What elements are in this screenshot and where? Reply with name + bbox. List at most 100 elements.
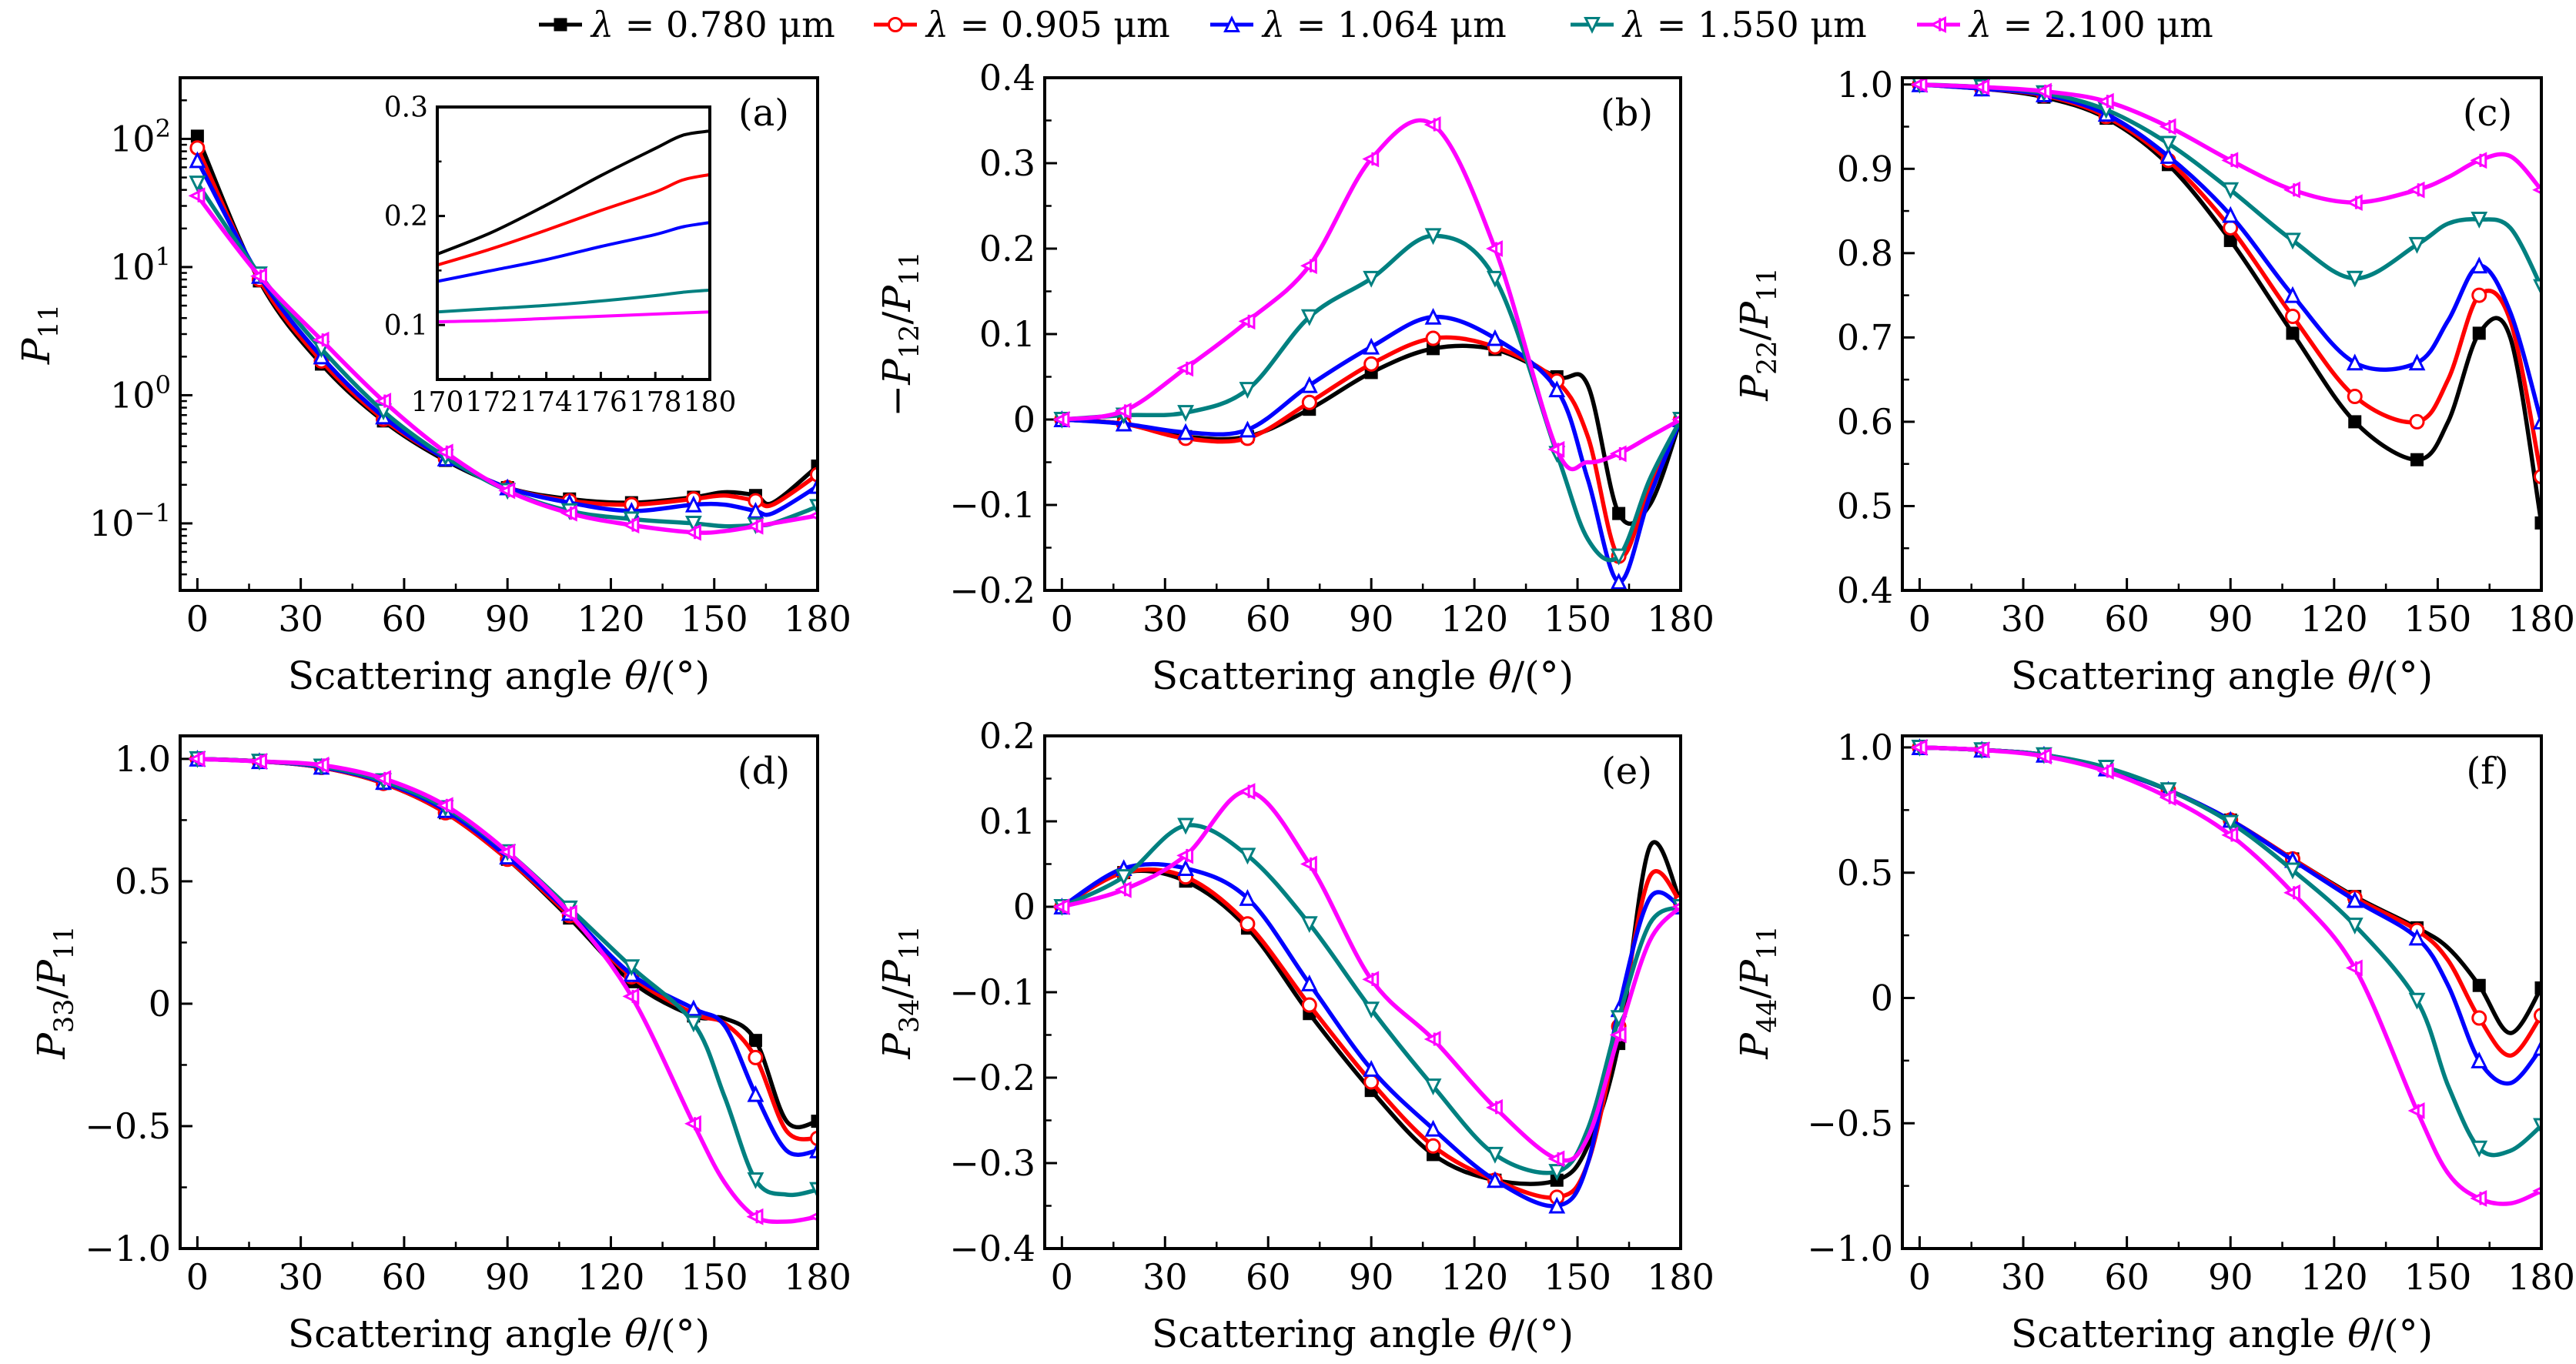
data-point	[2096, 762, 2114, 780]
panel-label: (d)	[738, 750, 790, 793]
y-tick-label: −0.4	[949, 1228, 1035, 1269]
data-point	[1486, 240, 1503, 257]
legend-item: λ = 1.550 μm	[1571, 4, 1867, 45]
x-tick-label: 178	[629, 386, 682, 418]
data-point	[2286, 326, 2300, 340]
data-point	[684, 495, 702, 513]
legend-item: λ = 1.064 μm	[1210, 4, 1507, 45]
series-line	[196, 194, 818, 535]
data-point	[1362, 971, 1380, 988]
data-point	[190, 129, 204, 143]
y-tick-label: 0	[1013, 886, 1035, 928]
x-tick-label: 172	[465, 386, 518, 418]
legend-marker	[554, 18, 567, 32]
y-tick-label: 0.3	[384, 92, 428, 124]
panel-label: (f)	[2466, 750, 2508, 793]
x-tick-label: 0	[186, 1256, 209, 1298]
panel-a: 0 30 60 90 120 150 180 10−1​ 100​ 101​ 102​ Scatter…	[14, 76, 851, 698]
x-axis-label: Scattering angle θ/(°)	[288, 654, 710, 698]
x-tick-label: 0	[1909, 1256, 1931, 1298]
x-tick-label: 30	[2001, 598, 2046, 640]
data-point	[2409, 413, 2425, 430]
data-point	[748, 1049, 764, 1065]
y-tick-label: −0.2	[949, 1057, 1035, 1098]
panel-label: (c)	[2463, 92, 2512, 135]
data-point	[684, 1015, 702, 1033]
x-tick-label: 120	[577, 1256, 645, 1298]
data-point	[436, 443, 453, 461]
data-point	[1424, 228, 1442, 246]
data-point	[436, 797, 453, 814]
data-point	[684, 515, 702, 533]
series-ff00ff	[1910, 739, 2541, 1207]
data-point	[810, 466, 818, 483]
data-point	[2471, 256, 2488, 274]
x-tick-label: 90	[2208, 598, 2253, 640]
y-tick-label: 0.4	[1837, 570, 1893, 611]
series-ff00ff	[188, 187, 818, 541]
plot-area	[1052, 116, 1681, 590]
x-tick-label: 150	[2404, 1256, 2471, 1298]
y-tick-label: 0.5	[115, 861, 171, 902]
data-point	[1176, 359, 1194, 377]
data-point	[2159, 118, 2176, 135]
data-point	[811, 459, 818, 473]
axes-frame	[1043, 734, 1682, 1250]
data-point	[1177, 423, 1194, 440]
data-point	[2534, 469, 2541, 485]
data-point	[808, 510, 818, 520]
data-point	[2348, 415, 2362, 429]
x-tick-label: 60	[1246, 598, 1291, 640]
y-tick-label: 1.0	[115, 738, 171, 780]
y-tick-label: 0.4	[979, 57, 1035, 99]
series-ff0000	[1912, 739, 2541, 1058]
data-point	[2471, 1140, 2488, 1158]
data-point	[2534, 516, 2541, 530]
legend-label: λ = 0.780 μm	[590, 4, 835, 45]
axes-frame	[179, 734, 819, 1250]
legend-item: λ = 0.905 μm	[874, 4, 1170, 45]
x-tick-label: 180	[684, 386, 737, 418]
data-point	[1548, 380, 1566, 398]
data-point	[1239, 420, 1256, 438]
data-point	[1425, 1138, 1441, 1154]
data-point	[1363, 1060, 1380, 1077]
data-point	[1548, 1164, 1566, 1181]
data-point	[2159, 135, 2177, 153]
series-0000ff	[1911, 738, 2541, 1086]
data-point	[1612, 506, 1626, 520]
legend-label: λ = 1.550 μm	[1621, 4, 1867, 45]
data-point	[2470, 1189, 2487, 1207]
series-line	[1919, 82, 2541, 523]
data-point	[312, 331, 330, 349]
data-point	[1486, 1146, 1504, 1164]
y-axis-label: P34​/P11​	[875, 925, 925, 1059]
data-point	[2159, 782, 2177, 800]
data-point	[498, 843, 516, 861]
data-point	[2533, 279, 2541, 296]
data-point	[1671, 415, 1681, 424]
data-point	[2471, 1010, 2487, 1026]
data-point	[2283, 181, 2300, 199]
data-point	[1547, 1150, 1565, 1168]
data-point	[1425, 330, 1441, 346]
legend-marker	[1929, 16, 1946, 33]
plot-area	[1910, 78, 2541, 530]
y-tick-label: 0.5	[1837, 486, 1893, 527]
data-point	[2346, 270, 2364, 288]
data-point	[2284, 286, 2301, 303]
x-tick-label: 90	[1349, 598, 1394, 640]
data-point	[2284, 232, 2301, 250]
axes-frame	[1901, 734, 2543, 1250]
data-point	[1239, 889, 1256, 906]
data-point	[622, 517, 640, 534]
y-tick-label: −0.3	[949, 1142, 1035, 1184]
data-point	[2284, 308, 2300, 324]
data-point	[1610, 548, 1628, 566]
plot-area	[188, 129, 818, 541]
data-point	[2533, 1038, 2541, 1056]
y-tick-label: 0.1	[979, 801, 1035, 842]
x-tick-label: 30	[1142, 1256, 1188, 1298]
data-point	[809, 476, 818, 494]
data-point	[1363, 337, 1380, 355]
